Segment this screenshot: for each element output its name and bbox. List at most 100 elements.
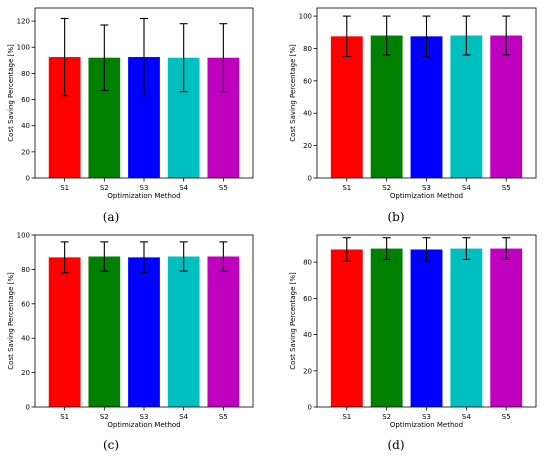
y-tick-label: 80 xyxy=(303,259,312,267)
error-bar-s2 xyxy=(100,24,109,91)
bar-s2 xyxy=(370,248,403,407)
y-tick-label: 40 xyxy=(21,122,30,130)
error-bar-s3 xyxy=(140,241,148,274)
y-tick-label: 80 xyxy=(303,45,312,53)
y-tick-label: 20 xyxy=(21,369,30,377)
y-tick-label: 0 xyxy=(26,175,30,183)
y-tick-label: 0 xyxy=(308,404,312,412)
x-tick-label: S3 xyxy=(140,184,149,192)
error-bar-s1 xyxy=(342,15,351,58)
error-bar-s2 xyxy=(382,237,391,260)
x-tick-label: S2 xyxy=(382,413,391,421)
chart-panel-1: S1 S2 S3 S4 S5 0 20 40 60 80 100 Optimization Metho… xyxy=(289,7,537,200)
bar-s2 xyxy=(88,256,121,407)
y-tick-label: 100 xyxy=(17,232,30,240)
y-tick-label: 40 xyxy=(303,110,312,118)
bar-s3 xyxy=(128,257,160,407)
y-axis-label: Cost Saving Percentage [%] xyxy=(289,44,297,142)
y-axis-label: Cost Saving Percentage [%] xyxy=(289,272,297,370)
x-tick-label: S1 xyxy=(60,184,69,192)
x-tick-label: S4 xyxy=(179,413,188,421)
bar-s2 xyxy=(370,35,403,179)
x-tick-label: S5 xyxy=(502,184,511,192)
chart-panel-3: S1 S2 S3 S4 S5 0 20 40 60 80 Optimization Method Co… xyxy=(289,234,537,429)
error-bar-s2 xyxy=(382,15,391,56)
bar-s4 xyxy=(167,256,200,407)
x-tick-label: S3 xyxy=(422,413,431,421)
bar-s5 xyxy=(490,248,523,407)
x-tick-label: S5 xyxy=(502,413,511,421)
x-tick-label: S4 xyxy=(462,184,471,192)
error-bar-s1 xyxy=(60,241,69,274)
x-tick-label: S4 xyxy=(179,184,188,192)
x-tick-label: S1 xyxy=(342,184,351,192)
x-axis-label: Optimization Method xyxy=(390,421,463,429)
y-tick-label: 40 xyxy=(21,335,30,343)
x-tick-label: S5 xyxy=(219,413,228,421)
bar-s1 xyxy=(330,36,363,179)
error-bar-s2 xyxy=(100,241,109,272)
plot-frame xyxy=(316,7,537,179)
x-tick-label: S1 xyxy=(342,413,351,421)
error-bar-s5 xyxy=(502,237,511,260)
x-tick-label: S4 xyxy=(462,413,471,421)
y-tick-label: 20 xyxy=(303,142,312,150)
error-bar-s4 xyxy=(462,237,471,260)
error-bar-s4 xyxy=(462,15,471,56)
y-axis-label: Cost Saving Percentage [%] xyxy=(7,44,15,142)
y-tick-label: 20 xyxy=(303,367,312,375)
x-tick-label: S2 xyxy=(100,413,109,421)
caption-c: (c) xyxy=(102,438,120,452)
error-bar-s4 xyxy=(179,241,188,272)
y-tick-label: 100 xyxy=(299,13,312,21)
x-axis-label: Optimization Method xyxy=(107,421,180,429)
plot-frame xyxy=(34,234,254,408)
bar-s4 xyxy=(450,35,483,179)
bar-s1 xyxy=(330,249,363,407)
caption-a: (a) xyxy=(102,210,120,224)
x-tick-label: S2 xyxy=(100,184,109,192)
y-tick-label: 0 xyxy=(26,404,30,412)
error-bar-s1 xyxy=(342,237,351,262)
bar-s4 xyxy=(450,248,483,407)
x-axis-label: Optimization Method xyxy=(107,192,180,200)
error-bar-s1 xyxy=(60,17,69,97)
error-bar-s3 xyxy=(140,17,148,97)
bar-s3 xyxy=(410,249,443,407)
caption-d: (d) xyxy=(387,438,405,452)
x-tick-label: S1 xyxy=(60,413,69,421)
x-tick-label: S3 xyxy=(422,184,431,192)
error-bar-s5 xyxy=(219,23,228,93)
y-tick-label: 80 xyxy=(21,70,30,78)
chart-panel-2: S1 S2 S3 S4 S5 0 20 40 60 80 100 Optimization Metho… xyxy=(7,232,254,429)
y-tick-label: 60 xyxy=(303,77,312,85)
x-axis-label: Optimization Method xyxy=(390,192,463,200)
x-tick-label: S5 xyxy=(219,184,228,192)
bar-s5 xyxy=(207,256,240,407)
y-tick-label: 60 xyxy=(21,96,30,104)
y-tick-label: 60 xyxy=(21,300,30,308)
y-tick-label: 60 xyxy=(303,295,312,303)
y-tick-label: 120 xyxy=(17,18,30,26)
x-tick-label: S3 xyxy=(140,413,149,421)
y-axis-label: Cost Saving Percentage [%] xyxy=(7,272,15,370)
bar-s1 xyxy=(48,257,81,407)
error-bar-s3 xyxy=(422,15,431,58)
chart-panel-0: S1 S2 S3 S4 S5 0 20 40 60 80 100 120 Optimization Me… xyxy=(7,7,254,200)
error-bar-s5 xyxy=(219,241,228,272)
plot-frame xyxy=(316,234,537,408)
y-tick-label: 80 xyxy=(21,266,30,274)
bar-s3 xyxy=(410,36,443,179)
x-tick-label: S2 xyxy=(382,184,391,192)
plot-frame xyxy=(34,7,254,179)
y-tick-label: 0 xyxy=(308,175,312,183)
y-tick-label: 100 xyxy=(17,44,30,52)
bar-s5 xyxy=(490,35,523,179)
error-bar-s3 xyxy=(422,237,431,262)
y-tick-label: 40 xyxy=(303,331,312,339)
error-bar-s4 xyxy=(179,23,188,93)
error-bar-s5 xyxy=(502,15,511,56)
y-tick-label: 20 xyxy=(21,148,30,156)
caption-b: (b) xyxy=(387,210,405,224)
